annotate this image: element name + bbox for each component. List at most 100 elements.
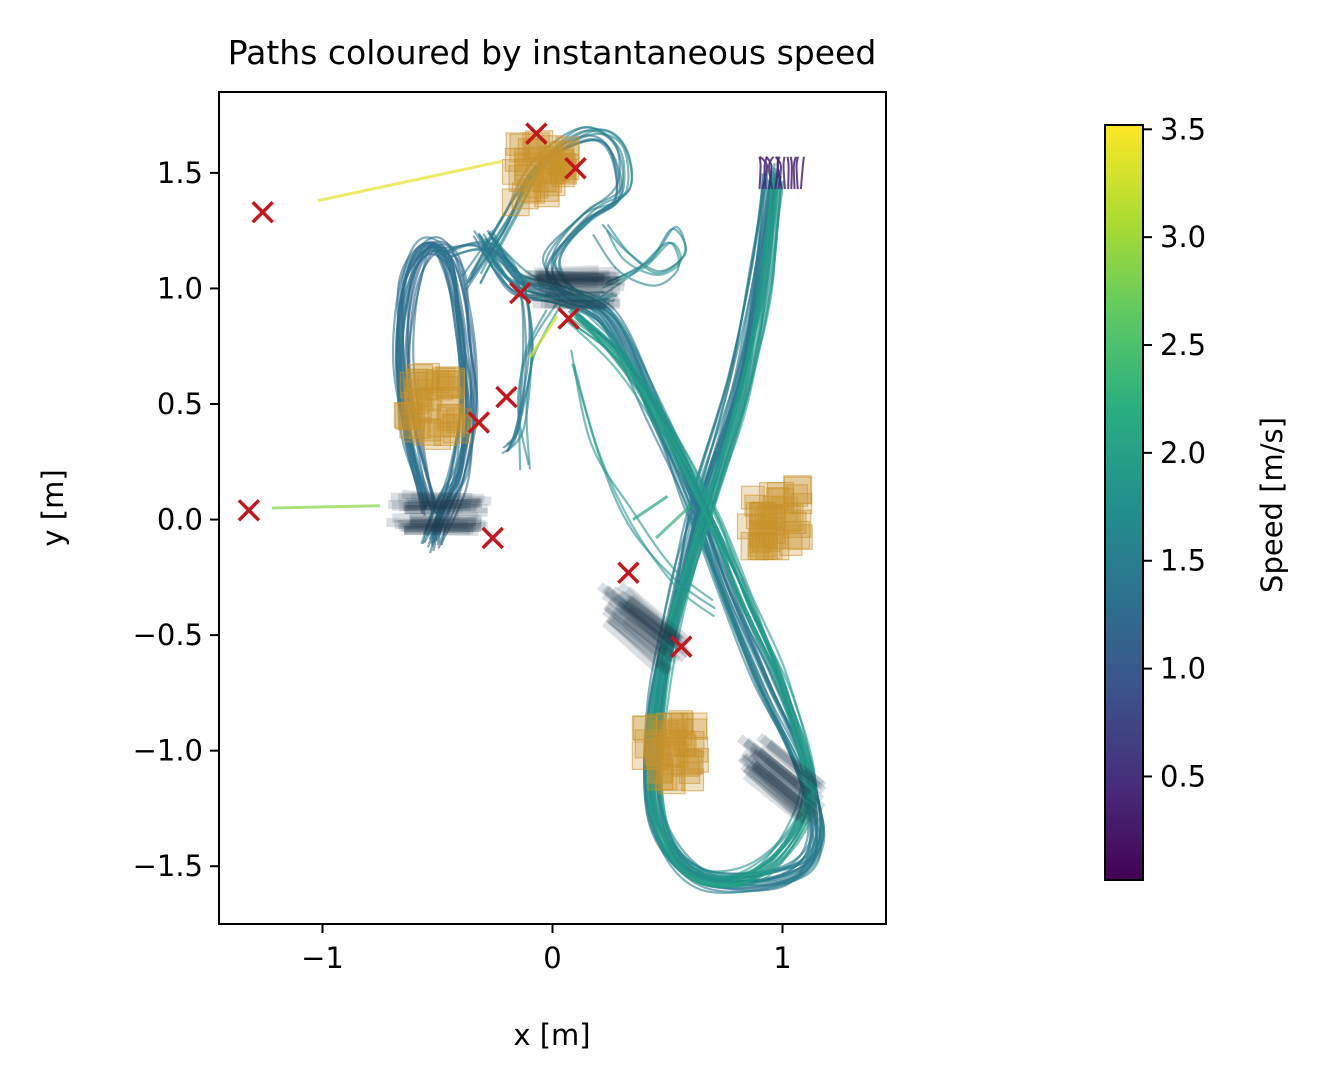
gate-line [407, 499, 477, 513]
gate-line [606, 614, 674, 675]
x-axis-ticks: −1 0 1 [301, 924, 792, 975]
gate-line [742, 738, 801, 787]
slow-tuft-path [792, 156, 797, 190]
gate-line [409, 512, 479, 523]
y-axis-label: y [m] [36, 469, 70, 546]
gate-box [669, 730, 696, 757]
gate-line [756, 748, 812, 798]
gate-line [536, 271, 611, 283]
gate-line [405, 497, 483, 509]
gate-box [649, 757, 674, 783]
gate-line [615, 601, 671, 651]
trajectory-path [479, 132, 630, 305]
gate-line [537, 275, 612, 286]
gate-line [601, 590, 662, 641]
gate-box [748, 528, 777, 558]
gate-line [538, 279, 615, 289]
slow-tuft-path [758, 156, 762, 190]
gate-line [410, 492, 492, 506]
gate-box [762, 526, 787, 550]
trajectory-path [579, 180, 818, 883]
gate-box [646, 745, 670, 770]
gate-line [535, 270, 610, 281]
gate-line [627, 594, 684, 646]
cross-stroke [670, 635, 693, 658]
gate-line [609, 586, 669, 637]
colorbar-tick-label: 2.5 [1160, 328, 1206, 362]
gate-line [402, 498, 482, 512]
gate-line [539, 282, 614, 294]
cross-stroke [237, 499, 261, 522]
slow-tuft-path [759, 155, 769, 190]
gate-box [508, 164, 536, 192]
gate-box [755, 533, 783, 560]
colorbar-tick-label: 1.0 [1160, 652, 1206, 686]
gate-line [764, 741, 827, 795]
gate-box [393, 402, 420, 429]
gate-line [542, 275, 618, 288]
gate-line [410, 514, 482, 527]
gate-box [436, 403, 464, 431]
cross-marker [557, 307, 580, 330]
gate-box [744, 494, 767, 517]
gate-box [425, 373, 454, 401]
fast-segment [654, 504, 692, 540]
gate-line [741, 748, 805, 800]
gate-line [737, 754, 804, 811]
gate-line [404, 523, 474, 533]
gate-line [534, 272, 606, 284]
cross-markers-layer [237, 122, 693, 658]
fast-segment [271, 504, 381, 510]
gate-line [528, 285, 604, 298]
colorbar-tick-label: 3.5 [1160, 112, 1206, 146]
colorbar-frame [1104, 124, 1144, 881]
gate-line [608, 595, 679, 652]
colorbar-tick-label: 2.0 [1160, 436, 1206, 470]
y-tick-label: −1.0 [133, 734, 203, 768]
cross-marker [251, 200, 274, 224]
gate-line [394, 517, 476, 530]
trajectory-path [465, 134, 621, 308]
gate-line [397, 520, 481, 533]
gate-line [544, 299, 620, 310]
gate-box [634, 729, 664, 759]
gate-line [625, 595, 690, 648]
gate-line [747, 765, 812, 826]
gate-line [622, 616, 681, 665]
slow-tuft-path [789, 156, 793, 190]
gate-box [505, 132, 530, 156]
cross-stroke [509, 281, 532, 305]
gate-line [757, 745, 825, 804]
gate-line [617, 590, 684, 644]
gate-line [386, 518, 468, 530]
gate-box [676, 749, 703, 776]
gate-line [750, 748, 809, 796]
gate-box [511, 182, 539, 210]
gate-line [399, 522, 474, 535]
slow-tuft-path [786, 156, 790, 190]
cross-marker [670, 635, 693, 658]
cross-marker [525, 122, 548, 145]
cross-marker [237, 499, 261, 522]
gate-line [740, 762, 808, 825]
y-tick-label: 0.5 [157, 387, 203, 421]
fast-segment [632, 495, 669, 521]
colorbar: 0.5 1.0 1.5 2.0 2.5 3.0 3.5 Speed [m/s] [1104, 112, 1289, 881]
gate-line [404, 525, 471, 536]
colorbar-tick-label: 1.5 [1160, 544, 1206, 578]
gate-line [624, 586, 689, 643]
gate-line [616, 581, 683, 643]
gate-line [532, 299, 614, 311]
colorbar-tick-label: 3.0 [1160, 220, 1206, 254]
trajectory-path [487, 163, 823, 879]
y-tick-label: −1.5 [133, 849, 203, 883]
gate-line [602, 584, 665, 643]
gate-line [748, 757, 805, 806]
gate-line [766, 739, 827, 790]
gate-line [746, 753, 805, 808]
gate-line [602, 601, 669, 659]
gate-line [522, 275, 604, 286]
cross-marker [467, 411, 491, 434]
trajectory-path [601, 223, 688, 285]
